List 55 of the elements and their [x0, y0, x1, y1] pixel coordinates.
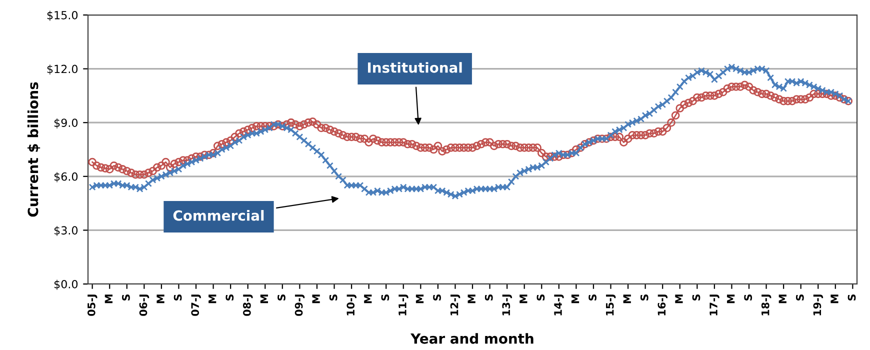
annotation: Institutional — [368, 62, 462, 73]
x-tick-label: M — [364, 294, 372, 304]
x-tick-label: M — [830, 294, 838, 304]
x-tick-label: 16-J — [658, 294, 668, 316]
x-tick-label: 09-J — [294, 294, 305, 316]
x-tick-label: 12-J — [450, 294, 460, 316]
x-tick-label: 07-J — [191, 294, 201, 316]
x-tick-label: S — [226, 294, 234, 300]
x-tick-label: S — [122, 294, 130, 300]
x-tick-label: S — [381, 294, 390, 300]
x-tick-label: M — [260, 294, 268, 304]
x-tick-label: S — [588, 294, 596, 300]
x-tick-label: M — [520, 294, 528, 304]
x-tick-label: 06-J — [139, 294, 150, 316]
x-tick-label: 15-J — [606, 294, 616, 316]
x-tick-label: S — [796, 294, 804, 300]
x-tick-label: 13-J — [502, 294, 512, 316]
x-tick-label: M — [571, 294, 580, 304]
x-tick-label: S — [536, 294, 545, 300]
y-tick-label: $15.0 — [47, 10, 78, 21]
x-tick-label: S — [692, 294, 700, 300]
x-tick-label: 10-J — [346, 294, 356, 316]
x-tick-label: M — [623, 294, 631, 304]
y-tick-label: $6.0 — [54, 172, 78, 182]
x-tick-label: 08-J — [242, 294, 253, 316]
x-tick-label: S — [278, 294, 286, 300]
x-tick-label: 17-J — [710, 294, 720, 316]
x-tick-label: M — [416, 294, 424, 304]
x-tick-label: 11-J — [398, 294, 408, 316]
x-tick-label: 14-J — [554, 294, 564, 316]
y-tick-label: $3.0 — [54, 226, 78, 236]
x-tick-label: M — [156, 294, 164, 304]
y-tick-label: $0.0 — [54, 280, 78, 290]
x-tick-label: M — [468, 294, 476, 304]
x-tick-label: S — [744, 294, 752, 300]
x-tick-label: S — [848, 294, 856, 300]
x-tick-label: M — [312, 294, 320, 304]
x-tick-label: M — [104, 294, 112, 304]
x-tick-label: M — [208, 294, 216, 304]
y-axis-title: Current $ billions — [27, 82, 40, 217]
y-tick-label: $9.0 — [54, 118, 78, 128]
x-tick-label: M — [675, 294, 683, 304]
x-tick-label: S — [433, 294, 441, 300]
y-tick-label: $12.0 — [47, 64, 78, 75]
x-tick-label: 18-J — [761, 294, 772, 316]
x-tick-label: S — [174, 294, 182, 300]
x-tick-label: S — [640, 294, 648, 300]
x-tick-label: S — [484, 294, 493, 300]
x-tick-label: M — [778, 294, 786, 304]
annotation: Commercial — [173, 210, 264, 221]
x-tick-label: S — [329, 294, 338, 300]
x-tick-label: M — [726, 294, 735, 304]
x-tick-label: 05-J — [87, 294, 98, 316]
x-tick-label: 19-J — [813, 294, 824, 316]
x-axis-title: Year and month — [410, 333, 534, 344]
